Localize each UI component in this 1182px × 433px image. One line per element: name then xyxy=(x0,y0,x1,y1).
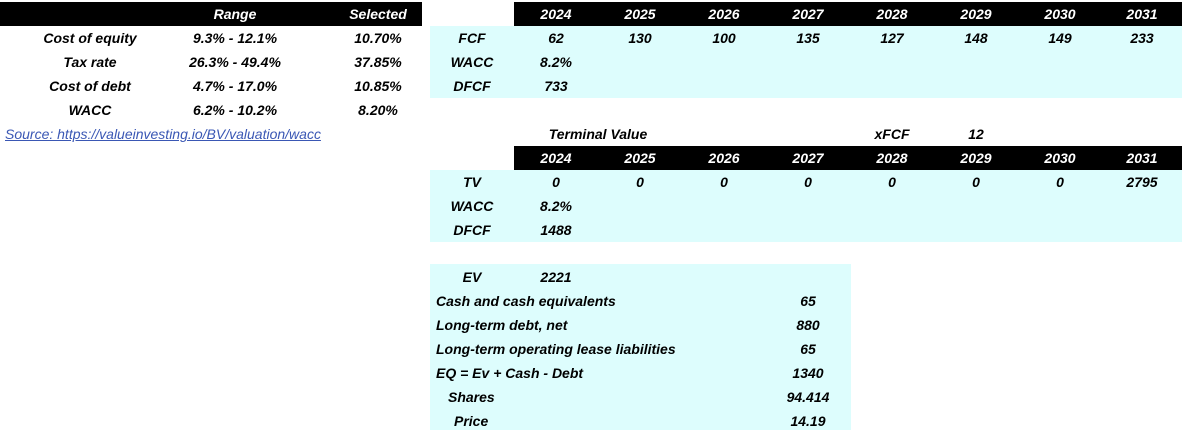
fcf-row-label: FCF xyxy=(458,30,486,46)
tv-year-header: 2031 xyxy=(1126,150,1158,166)
valuation-row-label: Long-term operating lease liabilities xyxy=(436,341,676,357)
tv-dfcf-value: 1488 xyxy=(540,222,572,238)
valuation-row-value: 65 xyxy=(800,293,816,309)
tv-wacc-label: WACC xyxy=(450,198,494,214)
wacc-row-range: 6.2% - 10.2% xyxy=(192,102,278,118)
xfcf-label: xFCF xyxy=(874,126,910,142)
fcf-wacc-label: WACC xyxy=(450,54,494,70)
year-header: 2031 xyxy=(1126,6,1158,22)
fcf-wacc-value: 8.2% xyxy=(540,54,572,70)
tv-row-label: TV xyxy=(463,174,481,190)
wacc-row-label: Cost of debt xyxy=(49,78,131,94)
tv-wacc-value: 8.2% xyxy=(540,198,572,214)
valuation-row-value: 65 xyxy=(800,341,816,357)
range-header: Range xyxy=(213,6,257,22)
fcf-value: 100 xyxy=(712,30,736,46)
fcf-value: 148 xyxy=(964,30,988,46)
tv-year-header: 2025 xyxy=(624,150,656,166)
tv-value: 0 xyxy=(552,174,560,190)
wacc-row-range: 9.3% - 12.1% xyxy=(192,30,278,46)
tv-year-header: 2028 xyxy=(876,150,908,166)
shares-label: Shares xyxy=(448,389,495,405)
valuation-table-bg xyxy=(430,264,851,430)
wacc-header-bar xyxy=(0,2,422,26)
valuation-row-label: Long-term debt, net xyxy=(436,317,568,333)
year-header: 2025 xyxy=(624,6,656,22)
wacc-row-label: Cost of equity xyxy=(43,30,137,46)
tv-year-header: 2030 xyxy=(1044,150,1076,166)
tv-value: 0 xyxy=(636,174,644,190)
fcf-value: 135 xyxy=(796,30,820,46)
fcf-dfcf-value: 733 xyxy=(544,78,568,94)
tv-value: 0 xyxy=(804,174,812,190)
tv-dfcf-label: DFCF xyxy=(453,222,491,238)
wacc-row-range: 4.7% - 17.0% xyxy=(192,78,278,94)
year-header: 2030 xyxy=(1044,6,1076,22)
selected-header: Selected xyxy=(349,6,407,22)
shares-value: 94.414 xyxy=(786,389,830,405)
year-header: 2027 xyxy=(792,6,824,22)
tv-year-header: 2029 xyxy=(960,150,992,166)
tv-year-header: 2027 xyxy=(792,150,824,166)
fcf-value: 233 xyxy=(1130,30,1154,46)
fcf-value: 62 xyxy=(548,30,564,46)
tv-year-header: 2026 xyxy=(708,150,740,166)
tv-value: 2795 xyxy=(1126,174,1158,190)
valuation-row-label: Cash and cash equivalents xyxy=(436,293,616,309)
year-header: 2026 xyxy=(708,6,740,22)
ev-value: 2221 xyxy=(540,269,572,285)
fcf-table-bg xyxy=(430,26,1182,98)
xfcf-value: 12 xyxy=(968,126,984,142)
tv-year-header: 2024 xyxy=(540,150,572,166)
tv-value: 0 xyxy=(1056,174,1064,190)
source-link[interactable]: Source: https://valueinvesting.io/BV/val… xyxy=(5,126,321,142)
wacc-row-selected: 37.85% xyxy=(354,54,402,70)
wacc-row-selected: 8.20% xyxy=(358,102,398,118)
valuation-row-value: 1340 xyxy=(792,365,824,381)
tv-value: 0 xyxy=(720,174,728,190)
fcf-header-bar xyxy=(514,2,1182,26)
wacc-row-label: Tax rate xyxy=(63,54,117,70)
year-header: 2029 xyxy=(960,6,992,22)
fcf-value: 127 xyxy=(880,30,904,46)
wacc-row-range: 26.3% - 49.4% xyxy=(189,54,281,70)
terminal-value-title: Terminal Value xyxy=(548,126,648,142)
wacc-row-selected: 10.85% xyxy=(354,78,402,94)
valuation-row-label: EQ = Ev + Cash - Debt xyxy=(436,365,584,381)
wacc-row-selected: 10.70% xyxy=(354,30,402,46)
tv-value: 0 xyxy=(972,174,980,190)
year-header: 2028 xyxy=(876,6,908,22)
price-label: Price xyxy=(454,413,489,429)
tv-header-bar xyxy=(514,146,1182,170)
valuation-row-value: 880 xyxy=(796,317,820,333)
tv-value: 0 xyxy=(888,174,896,190)
tv-table-bg xyxy=(430,170,1182,242)
wacc-row-label: WACC xyxy=(68,102,112,118)
fcf-dfcf-label: DFCF xyxy=(453,78,491,94)
price-value: 14.19 xyxy=(790,413,826,429)
fcf-value: 130 xyxy=(628,30,652,46)
year-header: 2024 xyxy=(540,6,572,22)
ev-label: EV xyxy=(462,269,482,285)
fcf-value: 149 xyxy=(1048,30,1072,46)
